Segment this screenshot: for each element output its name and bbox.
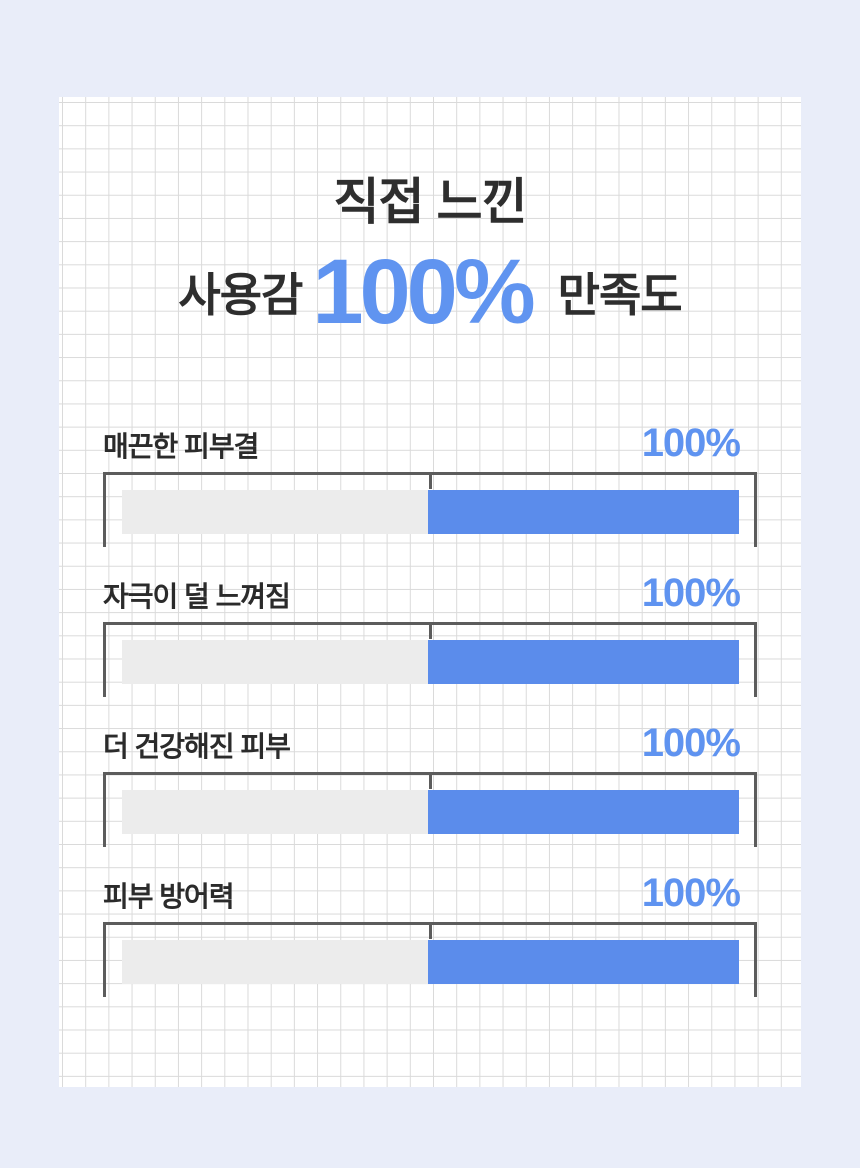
row-header: 매끈한 피부결 100%	[103, 422, 757, 464]
row-value: 100%	[641, 421, 741, 465]
title-suffix: 만족도	[557, 268, 683, 321]
bar	[122, 490, 739, 534]
bar-track	[122, 940, 429, 984]
row-header: 더 건강해진 피부 100%	[103, 722, 757, 764]
bar-frame	[103, 622, 757, 697]
bar-track	[122, 490, 429, 534]
bar-frame	[103, 922, 757, 997]
bar-frame	[103, 772, 757, 847]
bar-fill	[428, 940, 739, 984]
row-value: 100%	[641, 871, 741, 915]
row-header: 피부 방어력 100%	[103, 872, 757, 914]
bar-chart-rows: 매끈한 피부결 100% 자극이 덜 느껴짐 100%	[103, 422, 757, 997]
bar-fill	[428, 490, 739, 534]
center-tick-mark	[429, 475, 432, 489]
bar-fill	[428, 790, 739, 834]
row-label: 피부 방어력	[103, 881, 235, 912]
bar-track	[122, 790, 429, 834]
title-highlight-percent: 100%	[312, 240, 535, 343]
row-label: 자극이 덜 느껴짐	[103, 581, 291, 612]
row-label: 더 건강해진 피부	[103, 731, 291, 762]
center-tick-mark	[429, 775, 432, 789]
row-header: 자극이 덜 느껴짐 100%	[103, 572, 757, 614]
center-tick-mark	[429, 625, 432, 639]
title-line-1: 직접 느낀	[333, 174, 528, 230]
title-prefix: 사용감	[178, 268, 303, 321]
bar-fill	[428, 640, 739, 684]
grid-paper-card: 직접 느낀 사용감 100% 만족도 매끈한 피부결 100% 자극이 덜 느껴…	[59, 97, 801, 1087]
row-value: 100%	[641, 571, 741, 615]
bar	[122, 790, 739, 834]
chart-row-healthier-skin: 더 건강해진 피부 100%	[103, 722, 757, 847]
chart-row-skin-defense: 피부 방어력 100%	[103, 872, 757, 997]
bar-track	[122, 640, 429, 684]
bar	[122, 640, 739, 684]
row-label: 매끈한 피부결	[103, 431, 259, 462]
row-value: 100%	[641, 721, 741, 765]
chart-row-less-irritation: 자극이 덜 느껴짐 100%	[103, 572, 757, 697]
bar	[122, 940, 739, 984]
title-line-2: 사용감 100% 만족도	[59, 241, 801, 342]
chart-row-smooth-skin: 매끈한 피부결 100%	[103, 422, 757, 547]
center-tick-mark	[429, 925, 432, 939]
bar-frame	[103, 472, 757, 547]
